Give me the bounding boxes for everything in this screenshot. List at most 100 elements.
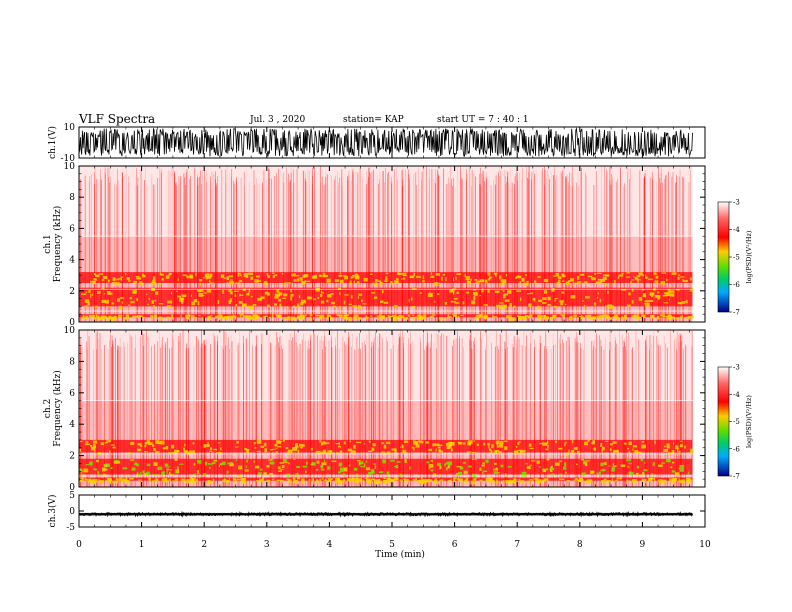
- spectrogram-speckle: [494, 316, 497, 318]
- spectrogram-speckle: [430, 275, 435, 279]
- spectrogram-speckle: [615, 317, 620, 321]
- spectrogram-speckle: [274, 296, 279, 299]
- spectrogram-speckle: [536, 460, 540, 464]
- spectrogram-speckle: [271, 478, 275, 481]
- spectrogram-speckle: [669, 290, 675, 293]
- spectrogram-speckle: [374, 480, 377, 485]
- spectrogram-speckle: [652, 462, 655, 466]
- spectrogram-speckle: [209, 279, 211, 283]
- spectrogram-speckle: [182, 274, 187, 277]
- spectrogram-speckle: [631, 288, 634, 292]
- spectrogram-speckle: [390, 459, 395, 462]
- spectrogram-speckle: [504, 446, 508, 451]
- spectrogram-speckle: [114, 459, 120, 462]
- spectrogram-speckle: [125, 314, 129, 318]
- spectrogram-speckle: [473, 478, 477, 481]
- spectrogram-speckle: [441, 317, 444, 321]
- spectrogram-speckle: [274, 274, 278, 277]
- spectrogram-speckle: [379, 300, 384, 304]
- spectrogram-speckle: [168, 471, 171, 476]
- spectrogram-speckle: [186, 478, 191, 483]
- spectrogram-speckle: [383, 301, 389, 304]
- spectrogram-speckle: [256, 450, 262, 452]
- spectrogram-speckle: [559, 300, 564, 303]
- spectrogram-speckle: [684, 445, 686, 449]
- spectrogram-speckle: [594, 278, 597, 280]
- spectrogram-speckle: [436, 462, 442, 467]
- spectrogram-speckle: [185, 314, 190, 318]
- spectrogram-speckle: [661, 272, 667, 274]
- spectrogram-speckle: [138, 479, 142, 481]
- spectrogram-speckle: [403, 272, 407, 276]
- spectrogram-speckle: [253, 460, 256, 463]
- spectrogram-speckle: [94, 305, 98, 308]
- spectrogram-speckle: [326, 278, 331, 283]
- spectrogram-speckle: [413, 442, 416, 445]
- spectrogram-speckle: [416, 275, 421, 279]
- spectrogram-speckle: [95, 315, 100, 319]
- spectrogram-speckle: [481, 280, 485, 282]
- spectrogram-speckle: [431, 314, 436, 316]
- spectrogram-speckle: [334, 279, 340, 283]
- spectrogram-speckle: [155, 451, 160, 453]
- spectrogram-speckle: [286, 478, 290, 481]
- spectrogram-speckle: [284, 461, 288, 463]
- spectrogram-speckle: [339, 292, 341, 295]
- spectrogram-speckle: [482, 462, 485, 465]
- spectrogram-speckle: [282, 440, 286, 442]
- spectrogram-speckle: [537, 305, 541, 310]
- spectrogram-speckle: [429, 292, 431, 294]
- spectrogram-speckle: [223, 316, 229, 320]
- spectrogram-speckle: [377, 480, 382, 485]
- spectrogram-speckle: [634, 450, 639, 454]
- spectrogram-speckle: [204, 461, 208, 466]
- spectrogram-speckle: [576, 463, 578, 466]
- spectrogram-speckle: [236, 478, 242, 481]
- spectrogram-speckle: [352, 274, 355, 278]
- spectrogram-speckle: [158, 303, 164, 305]
- spectrogram-speckle: [447, 465, 450, 468]
- spectrogram-speckle: [399, 446, 402, 448]
- spectrogram-speckle: [365, 460, 368, 463]
- spectrogram-speckle: [642, 274, 645, 277]
- spectrogram-speckle: [235, 459, 237, 461]
- spectrogram-speckle: [184, 443, 186, 447]
- spectrogram-speckle: [560, 478, 565, 481]
- spectrogram-speckle: [554, 299, 556, 302]
- spectrogram-speckle: [611, 478, 613, 481]
- spectrogram-speckle: [516, 479, 518, 481]
- spectrogram-speckle: [474, 282, 480, 285]
- spectrogram-speckle: [186, 275, 190, 279]
- spectrogram-speckle: [339, 450, 343, 454]
- spectrogram-speckle: [542, 442, 548, 446]
- spectrogram-speckle: [220, 447, 222, 451]
- panel-frame: [78, 329, 706, 488]
- spectrogram-speckle: [447, 314, 450, 318]
- spectrogram-speckle: [518, 478, 521, 483]
- spectrogram-speckle: [600, 480, 605, 483]
- spectrogram-speckle: [321, 290, 323, 293]
- spectrogram-speckle: [79, 448, 81, 452]
- spectrogram-speckle: [135, 461, 137, 464]
- spectrogram-speckle: [367, 450, 373, 452]
- x-tick-label: 7: [514, 540, 520, 550]
- spectrogram-speckle: [448, 461, 453, 465]
- spectrogram-speckle: [650, 293, 654, 298]
- spectrogram-speckle: [601, 449, 603, 453]
- spectrogram-speckle: [246, 459, 248, 463]
- spectrogram-speckle: [325, 442, 330, 445]
- spectrogram-speckle: [174, 458, 178, 461]
- spectrogram-speckle: [654, 440, 656, 445]
- spectrogram-speckle: [337, 446, 341, 448]
- spectrogram-speckle: [604, 282, 608, 286]
- spectrogram-speckle: [560, 302, 564, 306]
- spectrogram-speckle: [129, 478, 134, 480]
- spectrogram-speckle: [677, 301, 683, 305]
- spectrogram-speckle: [296, 317, 301, 319]
- spectrogram-speckle: [456, 273, 462, 276]
- spectrogram-speckle: [654, 479, 656, 481]
- spectrogram-speckle: [146, 471, 150, 476]
- spectrogram-speckle: [510, 314, 512, 319]
- spectrogram-speckle: [505, 315, 511, 319]
- spectrogram-speckle: [320, 300, 325, 304]
